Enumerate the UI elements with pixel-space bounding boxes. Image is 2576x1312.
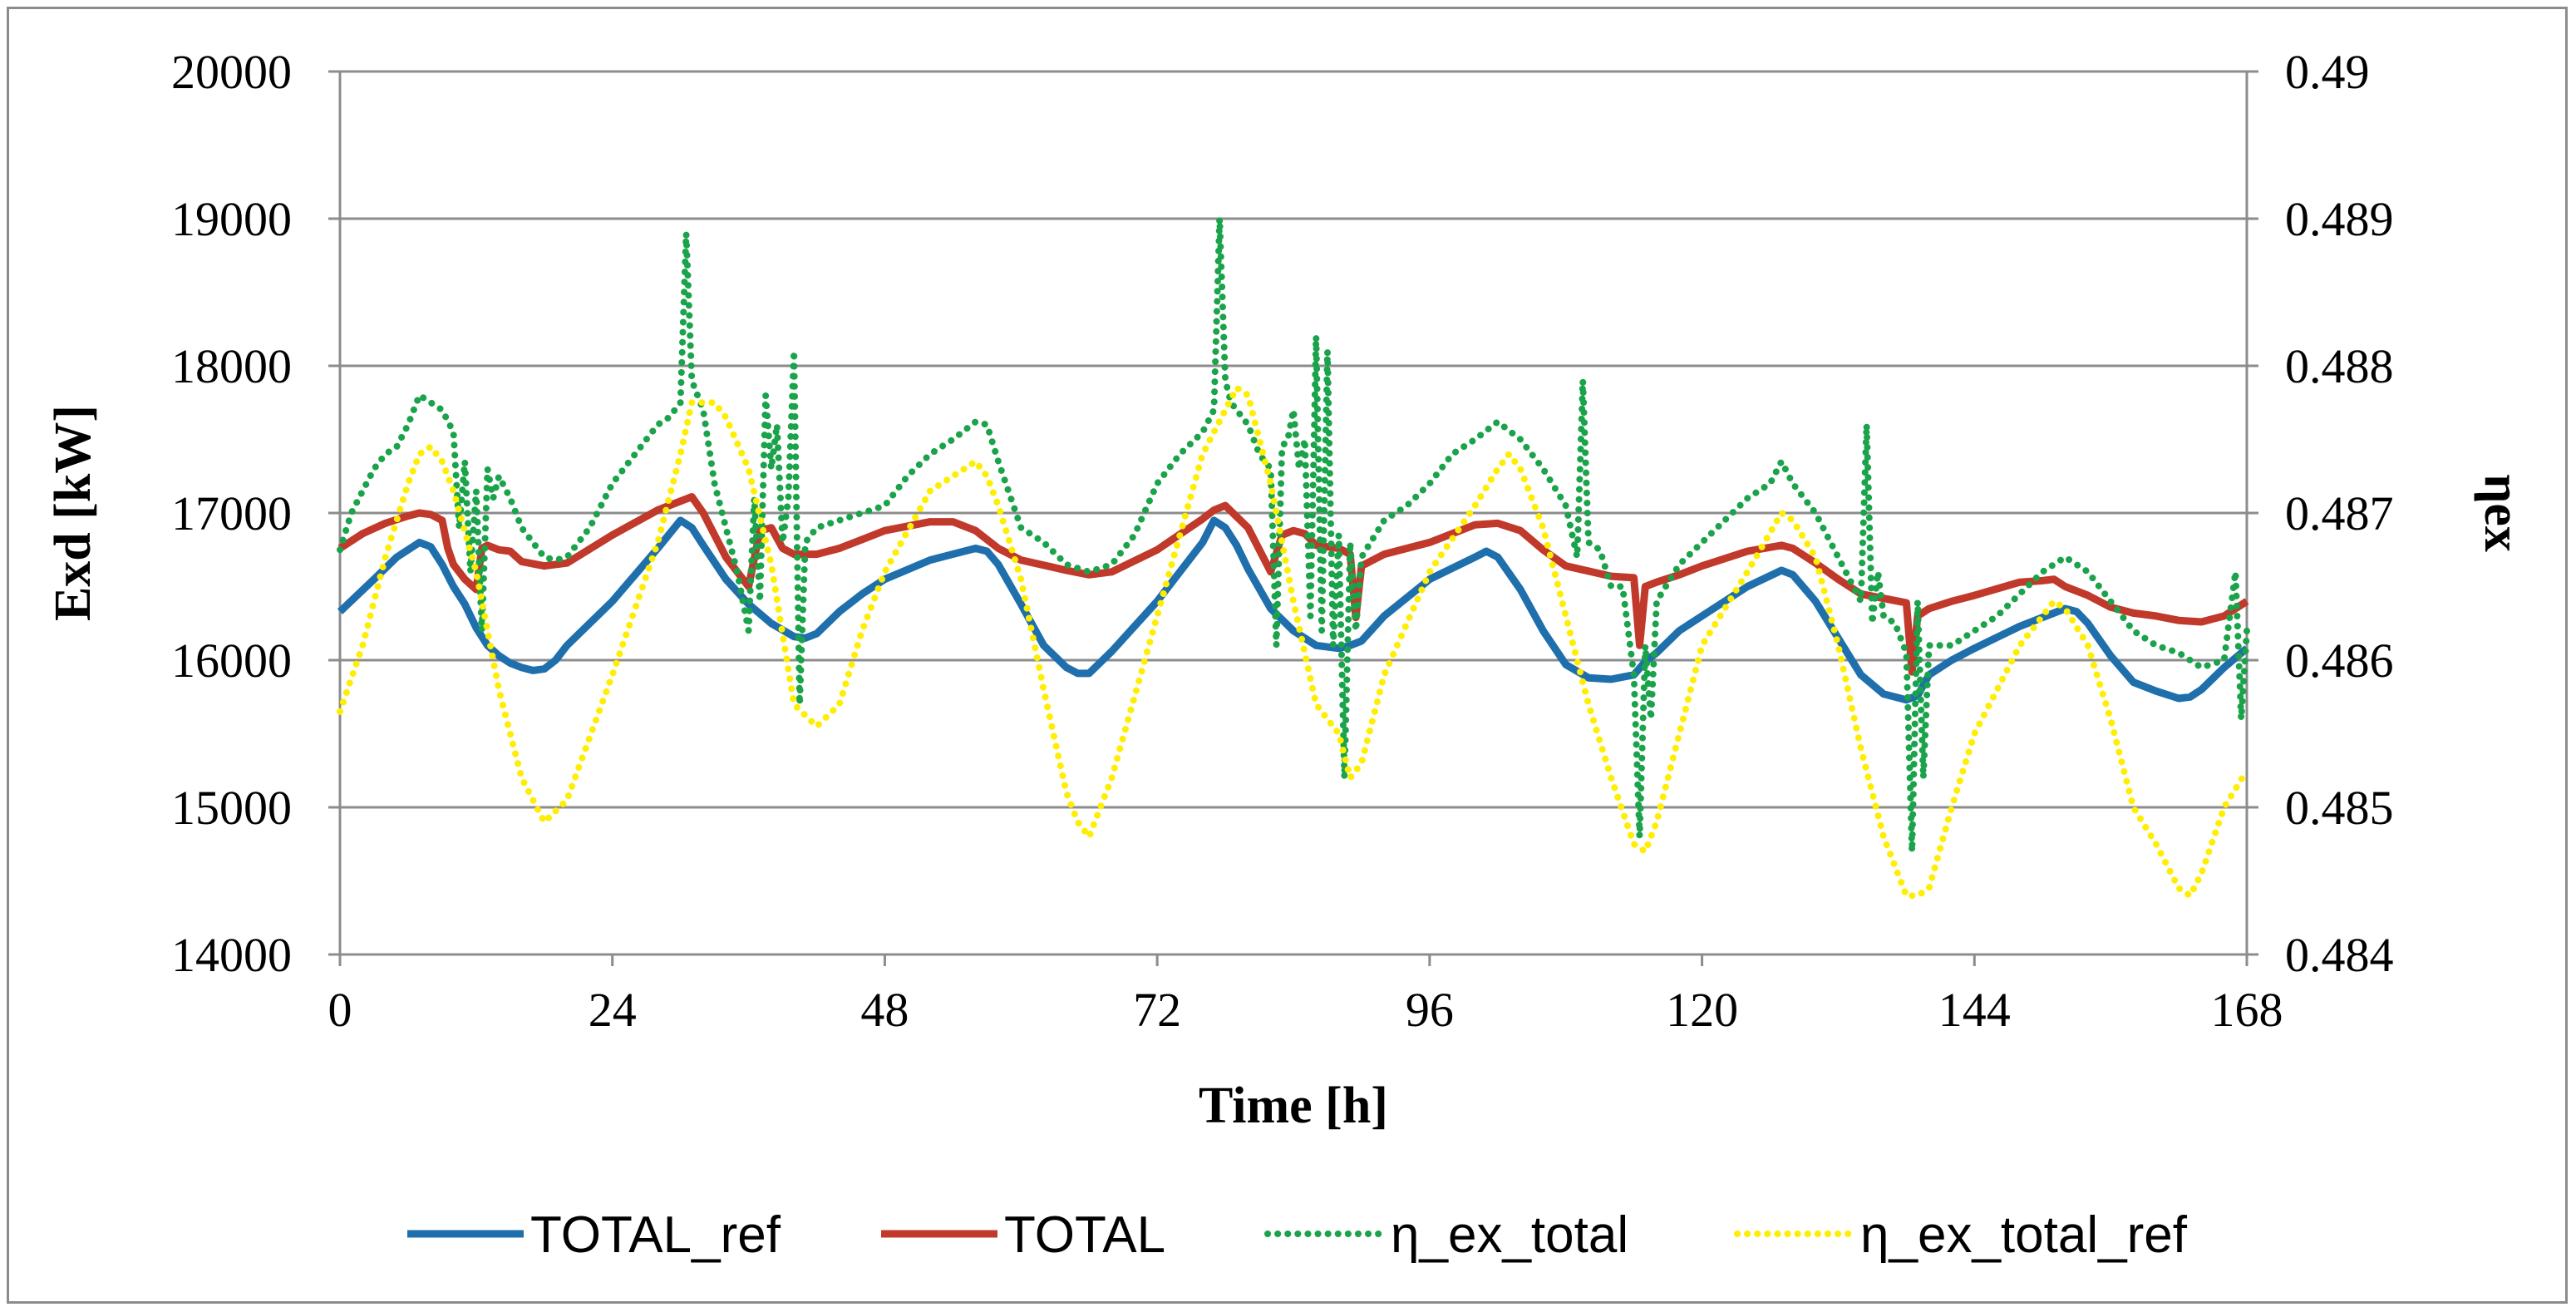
y2-tick-label: 0.489 <box>2285 192 2394 246</box>
legend-label-1: TOTAL <box>1004 1206 1165 1264</box>
plot-area-border <box>338 70 2248 956</box>
chart-frame <box>7 7 2568 1304</box>
x-tick-label: 48 <box>860 983 909 1037</box>
legend: TOTAL_ref TOTAL η_ex_total η_ex_total_ref <box>407 1206 2188 1264</box>
legend-label-0: TOTAL_ref <box>530 1206 781 1264</box>
y-tick-label: 16000 <box>171 634 292 688</box>
x-tick-label: 168 <box>2211 983 2283 1037</box>
series-line-2 <box>337 215 2250 856</box>
y2-tick-label: 0.488 <box>2285 339 2394 393</box>
y2-tick-label: 0.487 <box>2285 486 2394 540</box>
x-tick-label: 96 <box>1406 983 1454 1037</box>
series-line-3 <box>337 384 2250 900</box>
x-tick-label: 0 <box>328 983 352 1037</box>
y2-axis-title: ηex <box>2474 474 2530 552</box>
x-tick-label: 24 <box>589 983 637 1037</box>
y-tick-label: 15000 <box>171 781 292 835</box>
y2-tick-label: 0.49 <box>2285 45 2370 99</box>
y-tick-label: 20000 <box>171 45 292 99</box>
gridlines <box>328 70 2258 966</box>
x-tick-label: 120 <box>1666 983 1738 1037</box>
legend-label-3: η_ex_total_ref <box>1860 1206 2188 1264</box>
y-axis-title: Exd [kW] <box>45 405 101 621</box>
y-tick-label: 14000 <box>171 928 292 982</box>
legend-label-2: η_ex_total <box>1391 1206 1628 1264</box>
y-tick-label: 19000 <box>171 192 292 246</box>
x-tick-label: 144 <box>1938 983 2011 1037</box>
y2-tick-label: 0.486 <box>2285 634 2394 688</box>
x-tick-label: 72 <box>1133 983 1181 1037</box>
y-tick-label: 18000 <box>171 339 292 393</box>
y-tick-label: 17000 <box>171 486 292 540</box>
x-axis-title: Time [h] <box>1199 1078 1388 1134</box>
y2-tick-label: 0.484 <box>2285 928 2394 982</box>
tick-labels: 14000 0.484 15000 0.485 16000 0.486 17000 0.487… <box>171 45 2394 1037</box>
y2-tick-label: 0.485 <box>2285 781 2394 835</box>
series-group <box>337 215 2250 900</box>
